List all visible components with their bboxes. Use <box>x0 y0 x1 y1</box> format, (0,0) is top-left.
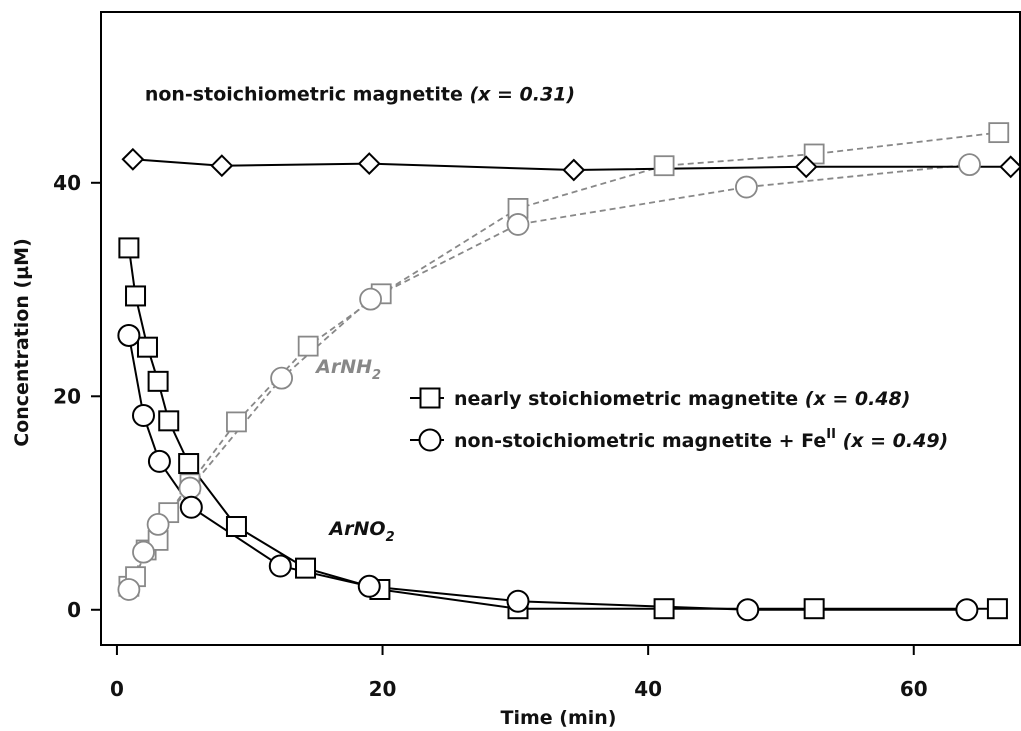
y-axis-title: Concentration (µM) <box>11 238 33 447</box>
plot-frame <box>100 11 1021 646</box>
y-tick-label: 0 <box>67 598 81 622</box>
data-point-4-7 <box>735 175 758 199</box>
series-line-1 <box>127 335 967 611</box>
data-point-1-4 <box>268 554 292 578</box>
data-point-0-10 <box>653 598 675 620</box>
annotation-arno2: ArNO2 <box>327 518 394 545</box>
data-point-0-2 <box>136 336 158 358</box>
data-point-1-0 <box>117 323 141 347</box>
data-point-3-6 <box>226 411 247 433</box>
data-point-1-7 <box>736 598 760 622</box>
data-point-2-3 <box>562 158 586 182</box>
x-tick-label: 60 <box>900 677 928 701</box>
x-tick-label: 40 <box>634 677 662 701</box>
data-point-1-2 <box>147 449 171 473</box>
annotation-nonstoich: non-stoichiometric magnetite (x = 0.31) <box>145 84 575 106</box>
data-point-0-3 <box>147 370 169 392</box>
legend-label-1: non-stoichiometric magnetite + FeII (x =… <box>454 427 948 452</box>
data-point-0-0 <box>118 237 140 259</box>
data-point-4-4 <box>270 366 294 390</box>
y-tick-label: 20 <box>53 384 81 408</box>
data-point-0-11 <box>803 598 825 620</box>
series-line-3 <box>128 131 999 587</box>
data-point-0-7 <box>295 557 317 579</box>
data-point-2-5 <box>999 155 1021 179</box>
data-point-1-3 <box>179 495 203 519</box>
data-point-3-12 <box>988 122 1010 144</box>
data-point-4-5 <box>359 287 382 311</box>
data-point-0-1 <box>125 285 147 307</box>
data-point-4-3 <box>178 476 202 500</box>
data-point-0-6 <box>225 516 247 538</box>
annotation-arnh2: ArNH2 <box>314 356 381 383</box>
data-point-3-10 <box>653 155 675 177</box>
data-point-1-6 <box>506 589 530 613</box>
data-point-2-1 <box>210 154 234 178</box>
data-point-4-2 <box>146 512 170 536</box>
series-line-4 <box>128 163 970 590</box>
data-point-1-1 <box>131 403 155 427</box>
data-point-0-12 <box>986 598 1008 620</box>
y-tick-label: 40 <box>53 171 81 195</box>
series-line-0 <box>127 247 998 610</box>
data-point-4-0 <box>117 578 141 601</box>
legend-marker-1 <box>418 428 442 452</box>
data-point-4-8 <box>958 153 981 177</box>
legend-label-0: nearly stoichiometric magnetite (x = 0.4… <box>454 388 910 410</box>
series-line-2 <box>132 158 1011 172</box>
data-point-2-4 <box>794 155 818 179</box>
data-point-2-0 <box>121 147 145 171</box>
data-point-0-4 <box>158 410 180 432</box>
x-axis-title: Time (min) <box>501 707 617 729</box>
data-point-3-7 <box>297 335 319 357</box>
data-point-4-6 <box>506 213 530 236</box>
x-tick-label: 0 <box>110 677 124 701</box>
legend-marker-0 <box>419 387 441 409</box>
data-point-0-5 <box>178 453 200 475</box>
x-tick-label: 20 <box>369 677 397 701</box>
data-point-2-2 <box>357 152 381 175</box>
data-point-1-8 <box>955 598 979 622</box>
data-point-4-1 <box>132 540 155 564</box>
data-point-1-5 <box>357 574 381 598</box>
